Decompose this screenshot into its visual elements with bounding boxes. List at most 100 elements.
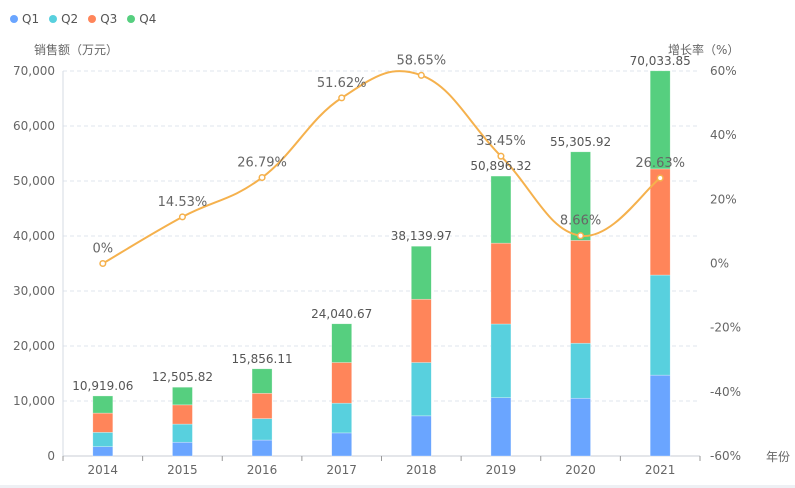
legend-item-q2[interactable]: Q2 [49, 12, 78, 26]
bar-segment-q2 [92, 432, 114, 447]
growth-point [99, 259, 107, 268]
bar-segment-q3 [251, 392, 273, 419]
growth-rate-label: 8.66% [560, 214, 601, 229]
growth-rate-label: 51.62% [317, 76, 367, 91]
y-tick-label-left: 30,000 [13, 284, 55, 298]
y-tick-label-left: 40,000 [13, 229, 55, 243]
bar-segment-q3 [570, 240, 591, 344]
bar-segment-q4 [411, 245, 432, 300]
growth-point [338, 94, 346, 102]
bar-segment-q1 [251, 439, 273, 457]
growth-rate-label: 33.45% [476, 134, 526, 149]
growth-line [102, 70, 661, 265]
x-tick-label: 2016 [247, 463, 278, 477]
bar-total-label: 12,505.82 [152, 370, 213, 384]
bar-segment-q1 [172, 441, 193, 457]
y-tick-label-right: 0% [710, 257, 729, 271]
bar-segment-q2 [649, 274, 671, 376]
legend-dot-icon [10, 15, 18, 23]
x-tick-label: 2018 [406, 463, 437, 477]
y-tick-label-right: 20% [710, 192, 737, 206]
bar-segment-q2 [331, 402, 352, 434]
bar-segment-q4 [331, 323, 352, 363]
growth-rate-label: 26.79% [237, 156, 287, 171]
legend-label: Q4 [139, 12, 157, 26]
bar-segment-q2 [570, 342, 591, 399]
y-tick-label-right: -20% [710, 321, 741, 335]
bar-segment-q3 [490, 242, 512, 325]
bar-segment-q1 [570, 397, 591, 457]
growth-point [577, 232, 585, 240]
bar-segment-q1 [331, 432, 352, 457]
y-tick-label-left: 20,000 [13, 339, 55, 353]
y-tick-label-left: 50,000 [13, 174, 55, 188]
bar-segment-q4 [649, 70, 671, 170]
bar-segment-q3 [411, 298, 432, 363]
growth-point [497, 152, 505, 160]
data-labels: 10,919.06 12,505.82 15,856.11 24,040.67 38,1… [72, 53, 690, 393]
legend-label: Q1 [22, 12, 40, 26]
growth-point [258, 173, 266, 182]
growth-point [417, 71, 425, 79]
legend-label: Q3 [100, 12, 118, 26]
y-axis-title-right: 增长率（%） [668, 42, 739, 57]
legend-item-q3[interactable]: Q3 [88, 12, 117, 26]
bar-segment-q4 [490, 175, 512, 244]
bar-segment-q4 [92, 395, 114, 414]
bar-total-label: 24,040.67 [311, 307, 372, 321]
bar-segment-q1 [490, 397, 512, 457]
bar-segment-q1 [649, 374, 671, 457]
x-axis-title: 年份 [766, 450, 790, 464]
legend-label: Q2 [61, 12, 79, 26]
legend: Q1 Q2 Q3 Q4 [10, 12, 156, 26]
bar-segment-q4 [172, 386, 193, 406]
bar-series [92, 70, 671, 457]
bar-segment-q2 [251, 418, 273, 441]
growth-rate-label: 14.53% [158, 195, 208, 210]
axes: 0 10,000 20,000 30,000 40,000 50,000 60,000 70,… [13, 64, 741, 477]
legend-item-q4[interactable]: Q4 [127, 12, 156, 26]
legend-dot-icon [49, 15, 58, 23]
x-tick-label: 2014 [88, 463, 119, 477]
legend-item-q1[interactable]: Q1 [10, 12, 39, 26]
x-tick-label: 2021 [645, 463, 676, 477]
y-tick-label-right: -40% [710, 385, 741, 399]
bottom-border [0, 485, 795, 488]
bar-segment-q3 [172, 404, 193, 425]
growth-rate-label: 58.65% [397, 53, 447, 68]
bar-total-label: 55,305.92 [550, 135, 611, 149]
y-tick-label-right: 60% [710, 64, 737, 78]
bar-segment-q2 [490, 323, 512, 398]
y-axis-title-left: 销售额（万元） [34, 42, 118, 57]
y-tick-label-left: 10,000 [13, 394, 55, 408]
bar-total-label: 50,896.32 [470, 159, 531, 173]
bar-segment-q4 [570, 151, 591, 241]
bar-segment-q2 [411, 362, 432, 417]
bar-total-label: 38,139.97 [391, 229, 452, 243]
growth-rate-label: 26.63% [635, 156, 685, 171]
bar-segment-q3 [92, 412, 114, 433]
legend-dot-icon [127, 15, 136, 23]
legend-dot-icon [88, 15, 97, 23]
growth-point [178, 213, 186, 221]
bar-segment-q2 [172, 423, 193, 443]
bar-segment-q3 [331, 362, 352, 404]
x-tick-label: 2015 [167, 463, 198, 477]
x-tick-label: 2019 [486, 463, 517, 477]
x-tick-label: 2020 [565, 463, 596, 477]
x-tick-label: 2017 [326, 463, 357, 477]
y-tick-label-right: -60% [710, 449, 741, 463]
bar-total-label: 10,919.06 [72, 379, 133, 393]
bar-segment-q4 [251, 368, 273, 394]
bar-total-label: 70,033.85 [630, 54, 691, 68]
gridlines [63, 70, 700, 402]
growth-line-series [99, 70, 664, 268]
y-tick-label-left: 70,000 [13, 64, 55, 78]
bar-segment-q1 [92, 446, 114, 457]
bar-total-label: 15,856.11 [232, 352, 293, 366]
bar-segment-q1 [411, 415, 432, 457]
growth-point [656, 174, 664, 182]
growth-rate-label: 0% [93, 242, 114, 257]
